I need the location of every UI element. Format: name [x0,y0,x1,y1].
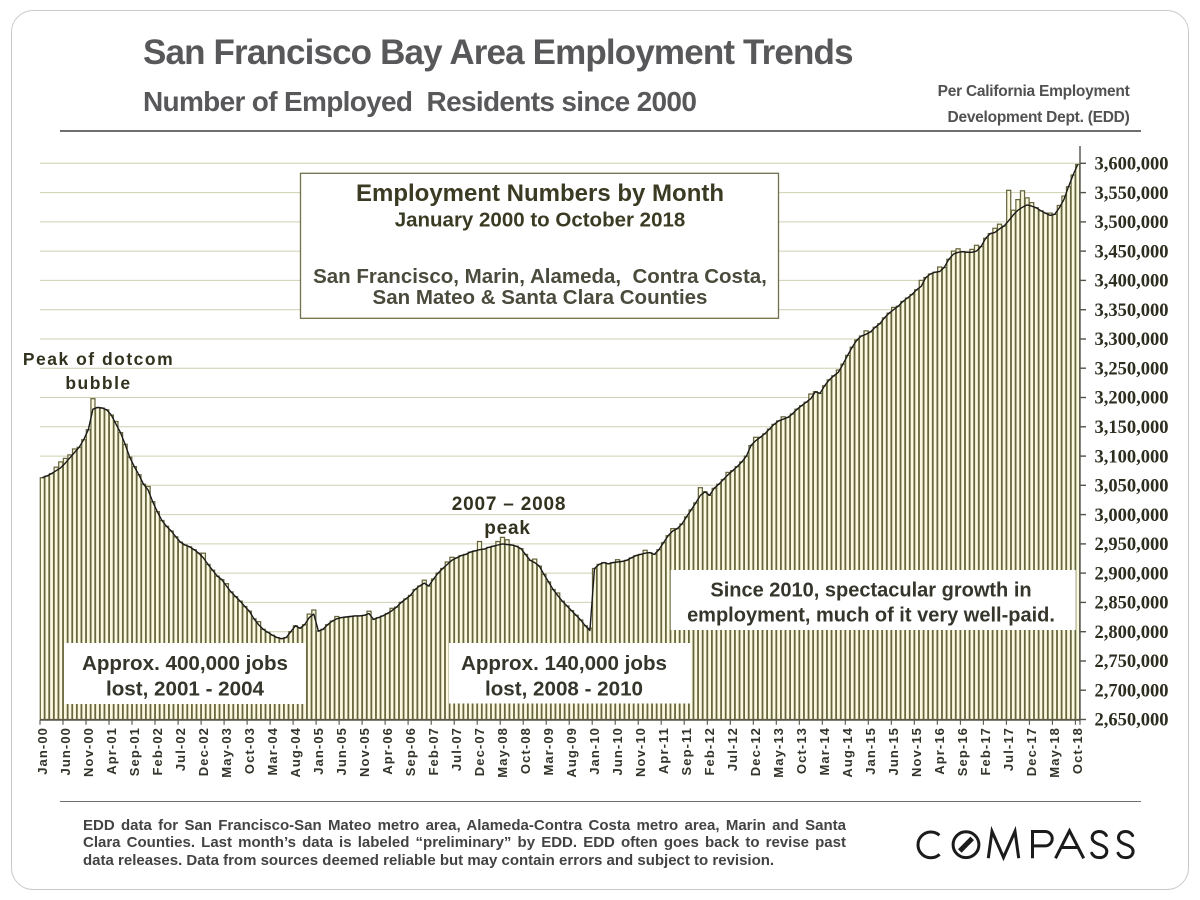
svg-text:Mar-14: Mar-14 [817,727,832,776]
svg-text:2,700,000: 2,700,000 [1095,681,1169,701]
svg-text:3,600,000: 3,600,000 [1095,155,1169,175]
svg-text:Oct-13: Oct-13 [794,727,809,774]
svg-text:3,000,000: 3,000,000 [1095,506,1169,526]
svg-text:Apr-01: Apr-01 [104,727,119,775]
svg-text:Feb-02: Feb-02 [150,727,165,776]
svg-text:2,650,000: 2,650,000 [1095,711,1169,731]
svg-text:lost, 2008 - 2010: lost, 2008 - 2010 [485,678,643,701]
svg-text:Nov-15: Nov-15 [909,727,924,777]
svg-text:May-08: May-08 [495,727,510,778]
svg-text:Sep-01: Sep-01 [127,727,142,776]
svg-text:Aug-14: Aug-14 [840,727,855,778]
svg-text:2,900,000: 2,900,000 [1095,564,1169,584]
svg-text:Jul-12: Jul-12 [725,727,740,771]
svg-text:Jul-07: Jul-07 [449,727,464,771]
svg-text:Jan-00: Jan-00 [35,727,50,775]
svg-text:Jan-05: Jan-05 [311,727,326,775]
svg-text:Mar-09: Mar-09 [541,727,556,776]
svg-text:3,350,000: 3,350,000 [1095,301,1169,321]
svg-text:Since 2010, spectacular growth: Since 2010, spectacular growth in [710,580,1031,602]
svg-text:Apr-11: Apr-11 [656,727,671,774]
svg-text:Peak of dotcom: Peak of dotcom [23,349,174,369]
svg-text:Jun-10: Jun-10 [610,727,625,776]
svg-text:Nov-10: Nov-10 [633,727,648,777]
svg-text:Approx. 140,000 jobs: Approx. 140,000 jobs [461,652,667,675]
svg-text:Jan-10: Jan-10 [587,727,602,775]
svg-text:Dec-07: Dec-07 [472,727,487,776]
svg-text:Approx. 400,000 jobs: Approx. 400,000 jobs [82,652,288,675]
svg-text:3,050,000: 3,050,000 [1095,477,1169,497]
svg-text:Jan-15: Jan-15 [863,727,878,775]
svg-text:Feb-17: Feb-17 [978,727,993,776]
svg-text:employment, much of it very we: employment, much of it very well-paid. [687,605,1055,627]
svg-text:Sep-06: Sep-06 [403,727,418,776]
svg-text:May-13: May-13 [771,727,786,778]
svg-text:Apr-06: Apr-06 [380,727,395,775]
svg-text:San Francisco, Marin, Alameda,: San Francisco, Marin, Alameda, Contra Co… [313,265,767,288]
svg-text:3,150,000: 3,150,000 [1095,418,1169,438]
svg-text:2007 – 2008: 2007 – 2008 [452,494,566,515]
svg-text:3,250,000: 3,250,000 [1095,359,1169,379]
svg-text:Oct-03: Oct-03 [242,727,257,774]
svg-text:Employment Numbers by Month: Employment Numbers by Month [356,180,724,207]
svg-text:Jun-00: Jun-00 [58,727,73,776]
svg-text:2,750,000: 2,750,000 [1095,652,1169,672]
svg-text:Aug-04: Aug-04 [288,727,303,778]
svg-text:3,450,000: 3,450,000 [1095,242,1169,262]
svg-text:2,800,000: 2,800,000 [1095,623,1169,643]
svg-text:3,200,000: 3,200,000 [1095,389,1169,409]
svg-text:January 2000 to October 2018: January 2000 to October 2018 [395,209,686,232]
svg-text:2,950,000: 2,950,000 [1095,535,1169,555]
svg-text:Dec-12: Dec-12 [748,727,763,776]
svg-text:Jun-15: Jun-15 [886,727,901,776]
svg-text:Mar-04: Mar-04 [265,727,280,776]
svg-text:3,300,000: 3,300,000 [1095,330,1169,350]
svg-text:Sep-11: Sep-11 [679,727,694,776]
svg-text:Jul-02: Jul-02 [173,727,188,771]
svg-text:3,400,000: 3,400,000 [1095,272,1169,292]
svg-text:Oct-18: Oct-18 [1070,727,1085,774]
svg-text:May-18: May-18 [1047,727,1062,778]
svg-text:3,550,000: 3,550,000 [1095,184,1169,204]
svg-text:Nov-05: Nov-05 [357,727,372,777]
svg-text:Aug-09: Aug-09 [564,727,579,778]
svg-text:Feb-07: Feb-07 [426,727,441,776]
svg-text:Oct-08: Oct-08 [518,727,533,774]
svg-text:Apr-16: Apr-16 [932,727,947,775]
svg-text:3,100,000: 3,100,000 [1095,447,1169,467]
svg-text:Feb-12: Feb-12 [702,727,717,776]
svg-text:Jul-17: Jul-17 [1001,727,1016,771]
svg-text:San Mateo & Santa Clara Counti: San Mateo & Santa Clara Counties [373,286,708,309]
svg-text:2,850,000: 2,850,000 [1095,594,1169,614]
svg-text:Dec-02: Dec-02 [196,727,211,776]
svg-text:Sep-16: Sep-16 [955,727,970,776]
svg-text:Dec-17: Dec-17 [1024,727,1039,776]
svg-text:lost, 2001 - 2004: lost, 2001 - 2004 [106,678,265,701]
svg-text:May-03: May-03 [219,727,234,778]
svg-text:3,500,000: 3,500,000 [1095,213,1169,233]
svg-text:peak: peak [484,518,531,539]
svg-text:Jun-05: Jun-05 [334,727,349,776]
svg-text:bubble: bubble [65,373,131,393]
svg-text:Nov-00: Nov-00 [81,727,96,777]
